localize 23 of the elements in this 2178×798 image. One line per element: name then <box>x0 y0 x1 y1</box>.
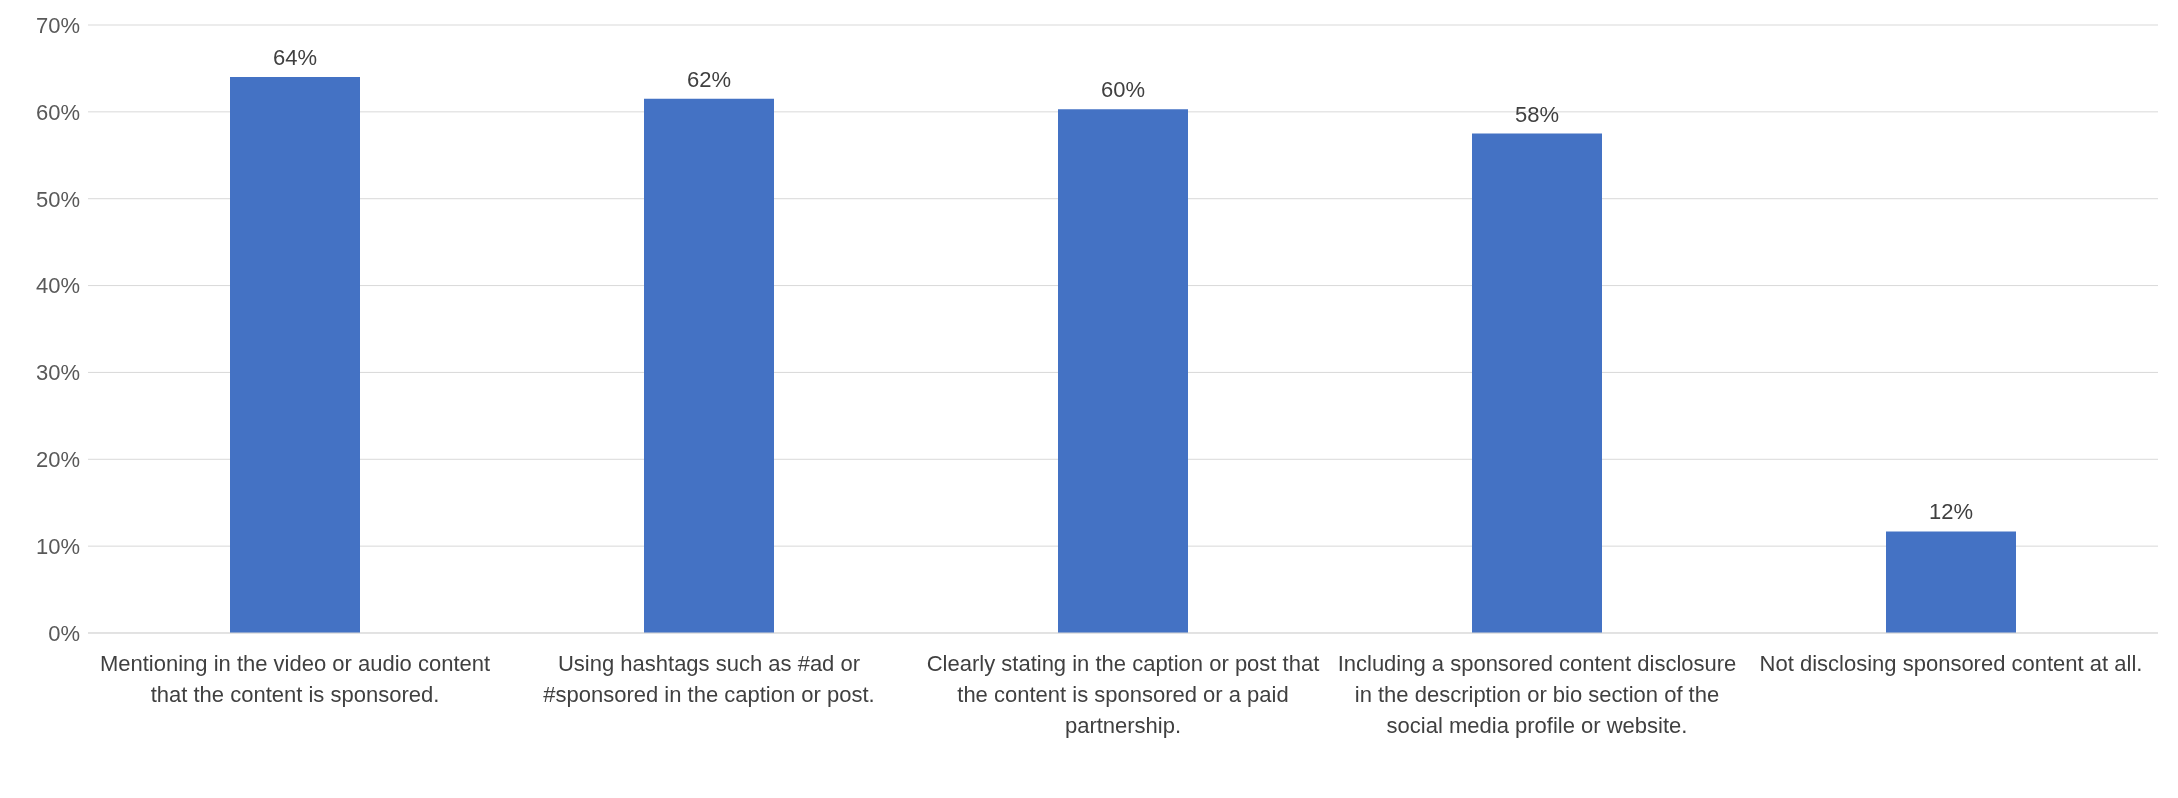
y-tick-label: 30% <box>35 360 80 386</box>
y-tick-label: 0% <box>48 620 80 646</box>
bar <box>230 77 360 633</box>
x-tick-label: Not disclosing sponsored content at all. <box>1759 651 2143 676</box>
y-tick-label: 40% <box>35 273 80 299</box>
bar <box>644 98 774 633</box>
data-label: 12% <box>1928 499 1974 525</box>
x-tick-label: Mentioning in the video or audio content that the content is sponsored. <box>99 651 491 707</box>
x-tick-label: Including a sponsored content disclosure in the description or bio section of the social media profile or website. <box>1337 651 1737 738</box>
x-tick-label: Using hashtags such as #ad or #sponsored in the caption or post. <box>543 651 875 707</box>
data-label: 62% <box>686 66 732 92</box>
bar <box>1886 531 2016 633</box>
data-label: 58% <box>1514 101 1560 127</box>
bar <box>1058 109 1188 633</box>
bar <box>1472 133 1602 633</box>
data-label: 64% <box>272 45 318 71</box>
y-tick-label: 10% <box>35 533 80 559</box>
data-label: 60% <box>1100 77 1146 103</box>
x-tick-label: Clearly stating in the caption or post that the content is sponsored or a paid partnership. <box>926 651 1320 738</box>
y-tick-label: 60% <box>35 99 80 125</box>
y-tick-label: 70% <box>35 12 80 38</box>
y-tick-label: 50% <box>35 186 80 212</box>
y-tick-label: 20% <box>35 447 80 473</box>
